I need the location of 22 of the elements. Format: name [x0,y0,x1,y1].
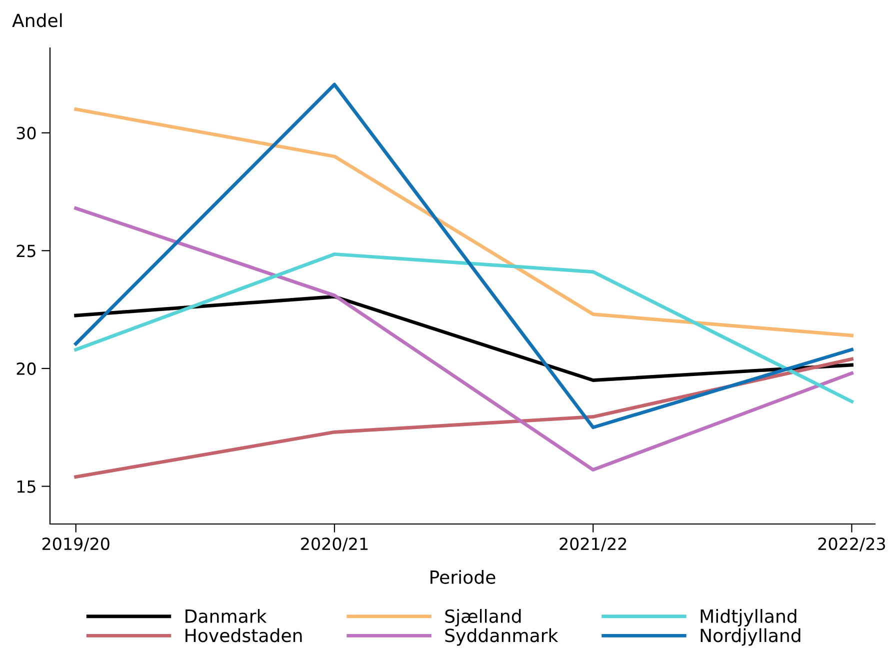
line-series [74,294,854,382]
legend-label: Nordjylland [700,628,800,646]
y-tick-label: 20 [16,362,36,376]
x-tick-label: 2022/23 [818,537,886,552]
legend-label: Syddanmark [445,628,558,646]
x-axis-title: Periode [430,570,496,584]
legend-label: Hovedstaden [186,628,302,642]
line-series [74,82,854,430]
legend-label: Danmark [186,608,267,623]
line-series [74,206,854,472]
y-tick-label: 25 [16,244,36,258]
x-tick-label: 2021/22 [560,537,626,552]
line-series [74,108,854,338]
line-series [74,252,854,404]
legend-label: Midtjylland [700,608,796,626]
line-series [74,357,854,479]
legend-label: Sjælland [445,608,521,626]
y-axis-title: Andel [12,13,62,28]
x-tick-label: 2020/21 [301,537,368,552]
y-tick-label: 15 [17,480,36,493]
x-tick-label: 2019/20 [42,537,110,552]
y-tick-label: 30 [16,126,36,140]
